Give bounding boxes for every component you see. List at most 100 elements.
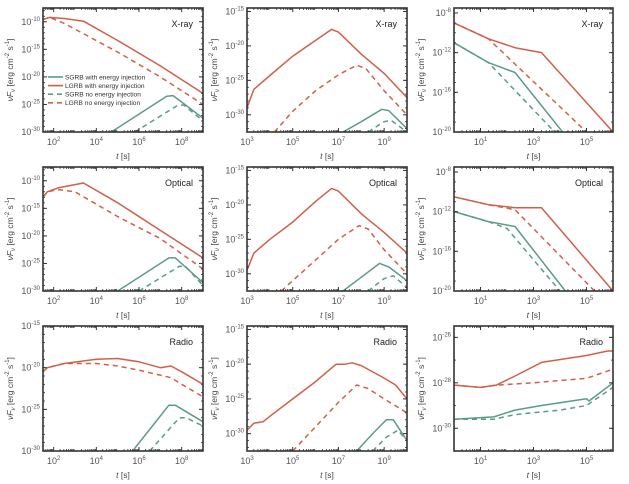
y-tick-label: 10-25	[21, 99, 40, 109]
y-tick-label: 10-30	[21, 127, 40, 137]
band-label: X-ray	[581, 19, 603, 29]
panel-radio-2: 103 105 107 109 10-15 10-20 10-25 10-30 t [s] νFν…	[209, 324, 408, 480]
legend: SGRB with energy injection LGRB with ener…	[48, 74, 146, 107]
series-line-sgrb-no	[454, 386, 613, 420]
y-tick-label: 10-25	[21, 258, 40, 268]
x-axis-label: t [s]	[320, 310, 334, 320]
y-axis-label: νFν [erg cm-2 s-1]	[416, 39, 428, 102]
y-tick-label: 10-25	[225, 394, 244, 404]
y-tick-label: 10-15	[21, 44, 40, 54]
plot-frame	[42, 325, 204, 452]
series-line-lgrb-no	[454, 196, 596, 291]
panel-optical-3: 101 103 105 10-8 10-12 10-16 10-20 t [s] νFν [er…	[416, 166, 614, 320]
y-tick-label: 10-25	[225, 234, 244, 244]
series-group	[247, 362, 407, 451]
y-axis-label: νFν [erg cm-2 s-1]	[209, 39, 221, 102]
series-line-sgrb-no	[372, 429, 407, 451]
x-tick-label: 105	[580, 456, 594, 466]
y-tick-label: 10-15	[21, 321, 40, 331]
y-tick-label: 10-30	[21, 286, 40, 296]
x-tick-label: 103	[240, 456, 254, 466]
y-tick-label: 10-12	[432, 48, 451, 58]
band-label: Optical	[575, 178, 603, 188]
x-tick-label: 108	[175, 296, 189, 306]
y-tick-label: 10-20	[225, 41, 244, 51]
series-line-lgrb-inj	[43, 357, 203, 385]
x-tick-label: 107	[332, 137, 346, 147]
series-group	[43, 357, 203, 451]
plot-frame	[246, 166, 408, 292]
x-tick-label: 102	[47, 137, 61, 147]
plot-frame	[42, 7, 204, 133]
legend-label: SGRB no energy injection	[65, 92, 141, 99]
x-tick-label: 104	[90, 456, 104, 466]
plot-frame	[246, 7, 408, 133]
x-axis-label: t [s]	[320, 151, 334, 161]
x-tick-label: 106	[132, 456, 146, 466]
x-tick-label: 108	[175, 456, 189, 466]
x-tick-label: 109	[377, 456, 391, 466]
plot-frame	[246, 325, 408, 452]
series-line-sgrb-no	[454, 42, 556, 132]
y-axis-label: νFν [erg cm-2 s-1]	[5, 39, 17, 102]
y-tick-label: 10-25	[225, 75, 244, 85]
series-line-lgrb-no	[43, 188, 203, 270]
series-group	[43, 182, 203, 291]
y-tick-label: 10-30	[432, 423, 451, 433]
x-axis-label: t [s]	[320, 470, 334, 480]
x-axis-label: t [s]	[527, 310, 541, 320]
series-line-lgrb-no	[292, 384, 407, 451]
y-tick-label: 10-16	[432, 246, 451, 256]
series-line-lgrb-inj	[247, 28, 407, 109]
series-group	[454, 22, 613, 132]
series-line-lgrb-inj	[247, 362, 407, 431]
band-label: Radio	[169, 337, 193, 347]
y-axis-label: νFν [erg cm-2 s-1]	[5, 357, 17, 420]
y-tick-label: 10-12	[432, 207, 451, 217]
series-line-sgrb-inj	[342, 262, 407, 291]
x-tick-label: 106	[132, 137, 146, 147]
legend-label: SGRB with energy injection	[65, 74, 146, 81]
panel-xray-3: 101 103 105 10-8 10-12 10-16 10-20 t [s] νFν [er…	[416, 7, 614, 161]
y-tick-label: 10-20	[432, 286, 451, 296]
series-line-sgrb-no	[134, 104, 203, 132]
y-tick-label: 10-15	[225, 165, 244, 175]
legend-label: LGRB with energy injection	[65, 83, 145, 90]
plot-frame	[42, 166, 204, 292]
y-axis-label: νFν [erg cm-2 s-1]	[416, 357, 428, 420]
x-tick-label: 105	[286, 456, 300, 466]
series-line-lgrb-inj	[43, 182, 203, 259]
y-tick-label: 10-30	[225, 269, 244, 279]
series-line-sgrb-no	[138, 265, 203, 291]
series-line-sgrb-no	[367, 275, 407, 291]
y-tick-label: 10-15	[21, 203, 40, 213]
y-tick-label: 10-8	[436, 167, 452, 177]
series-line-lgrb-inj	[454, 196, 613, 291]
band-label: Radio	[373, 337, 397, 347]
x-tick-label: 101	[474, 456, 488, 466]
x-tick-label: 101	[474, 296, 488, 306]
x-tick-label: 109	[377, 296, 391, 306]
series-line-sgrb-inj	[454, 382, 613, 420]
y-tick-label: 10-10	[21, 176, 40, 186]
x-axis-label: t [s]	[527, 470, 541, 480]
y-tick-label: 10-20	[21, 231, 40, 241]
series-line-lgrb-no	[454, 22, 588, 132]
y-tick-label: 10-8	[436, 8, 452, 18]
x-tick-label: 105	[286, 137, 300, 147]
x-tick-label: 105	[580, 296, 594, 306]
panel-optical-1: 102 104 106 108 10-10 10-15 10-20 10-25 10-30 t […	[5, 166, 204, 320]
series-line-sgrb-inj	[110, 94, 203, 132]
series-group	[247, 28, 407, 132]
x-tick-label: 103	[240, 137, 254, 147]
series-group	[454, 196, 613, 291]
series-group	[247, 187, 407, 291]
band-label: Radio	[579, 337, 603, 347]
y-tick-label: 10-28	[432, 378, 451, 388]
y-tick-label: 10-20	[21, 363, 40, 373]
series-line-lgrb-no	[273, 64, 407, 132]
band-label: Optical	[369, 178, 397, 188]
panel-radio-1: 102 104 106 108 10-15 10-20 10-25 10-30 t [s] νFν…	[5, 321, 204, 480]
series-group	[454, 350, 613, 420]
